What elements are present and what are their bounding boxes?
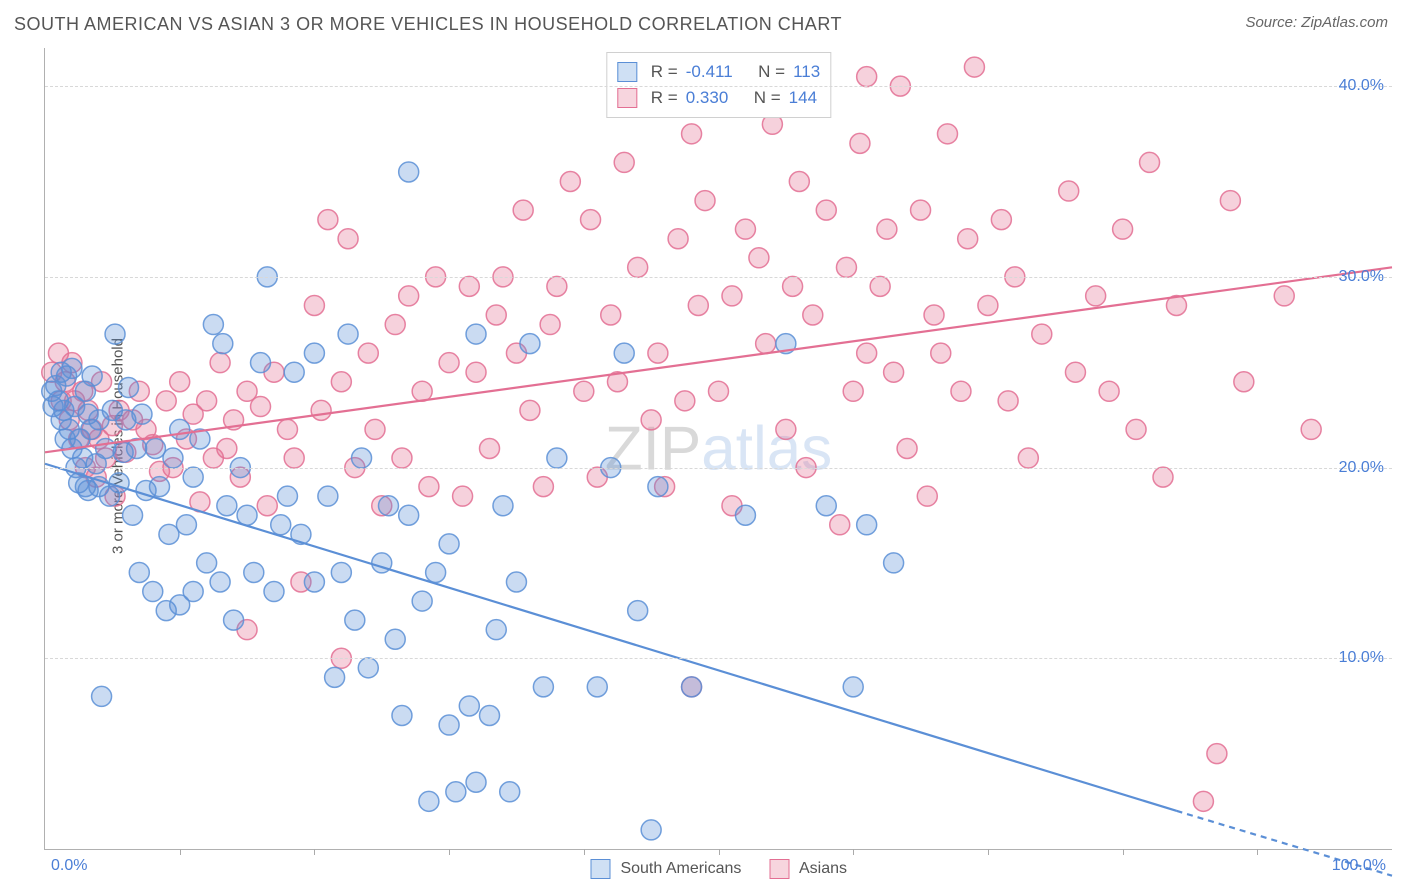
r-value-south-americans: -0.411 (686, 59, 733, 85)
x-tick (314, 849, 315, 855)
y-tick-label: 20.0% (1339, 459, 1384, 477)
r-label: R = (651, 85, 678, 111)
legend-swatch-asians (617, 88, 637, 108)
scatter-plot-svg (45, 48, 1392, 849)
legend-row-asians: R = 0.330 N = 144 (617, 85, 820, 111)
x-axis-max-label: 100.0% (1332, 857, 1386, 875)
x-tick (1257, 849, 1258, 855)
x-axis-min-label: 0.0% (51, 857, 87, 875)
legend-label-asians: Asians (799, 860, 847, 877)
x-tick (988, 849, 989, 855)
legend-swatch-south-americans (617, 62, 637, 82)
r-label: R = (651, 59, 678, 85)
n-label: N = (758, 59, 785, 85)
y-tick-label: 10.0% (1339, 649, 1384, 667)
gridline (45, 86, 1392, 87)
legend-swatch-south-americans (590, 859, 610, 879)
x-tick (719, 849, 720, 855)
legend-label-south-americans: South Americans (620, 860, 741, 877)
y-tick-label: 30.0% (1339, 268, 1384, 286)
gridline (45, 468, 1392, 469)
legend-item-south-americans: South Americans (590, 859, 741, 879)
legend-item-asians: Asians (769, 859, 847, 879)
x-tick (1123, 849, 1124, 855)
gridline (45, 277, 1392, 278)
x-tick (584, 849, 585, 855)
legend-row-south-americans: R = -0.411 N = 113 (617, 59, 820, 85)
x-tick (449, 849, 450, 855)
series-legend: South Americans Asians (590, 859, 847, 879)
x-tick (180, 849, 181, 855)
gridline (45, 658, 1392, 659)
x-tick (853, 849, 854, 855)
chart-source: Source: ZipAtlas.com (1245, 14, 1388, 31)
n-label: N = (754, 85, 781, 111)
r-value-asians: 0.330 (686, 85, 729, 111)
n-value-asians: 144 (789, 85, 817, 111)
chart-title: SOUTH AMERICAN VS ASIAN 3 OR MORE VEHICL… (14, 14, 842, 35)
n-value-south-americans: 113 (793, 59, 820, 85)
legend-swatch-asians (769, 859, 789, 879)
chart-plot-area: ZIPatlas R = -0.411 N = 113 R = 0.330 N … (44, 48, 1392, 850)
correlation-legend: R = -0.411 N = 113 R = 0.330 N = 144 (606, 52, 831, 118)
y-tick-label: 40.0% (1339, 77, 1384, 95)
